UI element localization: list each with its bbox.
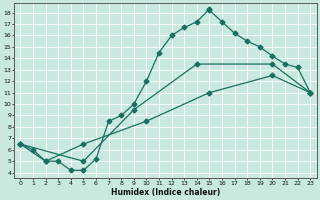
X-axis label: Humidex (Indice chaleur): Humidex (Indice chaleur) — [111, 188, 220, 197]
